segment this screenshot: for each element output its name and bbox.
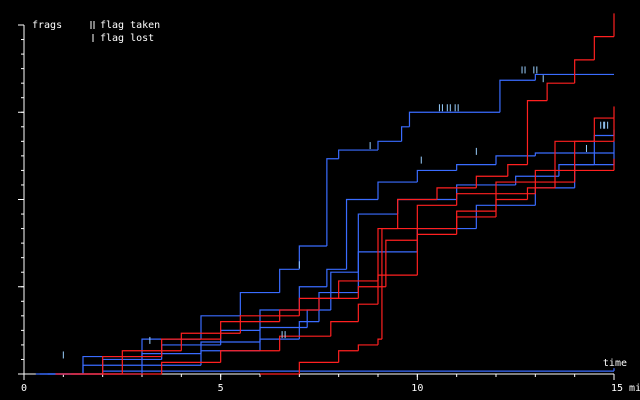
step-line <box>102 355 162 374</box>
step-line <box>200 350 260 366</box>
step-line <box>475 175 508 188</box>
step-line <box>259 338 300 351</box>
step-line <box>377 274 418 305</box>
step-line <box>357 303 378 322</box>
step-line <box>330 271 359 311</box>
x-tick-label: 10 <box>411 383 423 394</box>
step-line <box>381 227 418 340</box>
step-line <box>161 361 221 374</box>
step-line <box>499 79 536 113</box>
legend-label: flag taken <box>100 20 160 31</box>
step-line <box>416 233 457 276</box>
step-line <box>574 59 595 84</box>
step-line <box>593 36 614 60</box>
step-line <box>526 100 548 165</box>
step-line <box>456 184 516 200</box>
step-line <box>220 321 280 340</box>
step-line <box>377 181 418 200</box>
step-line <box>326 158 339 247</box>
step-line <box>326 268 347 287</box>
step-line <box>416 227 457 241</box>
step-line <box>318 297 359 311</box>
step-line <box>436 187 477 200</box>
step-line <box>574 169 614 183</box>
x-axis-label: time <box>603 358 627 369</box>
step-line <box>318 291 359 322</box>
step-line <box>416 204 457 229</box>
step-line <box>456 210 496 229</box>
step-line <box>456 164 496 171</box>
x-tick-label: 5 <box>218 383 224 394</box>
step-line <box>200 315 241 340</box>
step-line <box>161 338 221 357</box>
step-line <box>102 358 162 374</box>
step-line <box>534 152 575 156</box>
step-line <box>526 187 555 200</box>
step-line <box>495 198 528 217</box>
step-line <box>345 198 378 270</box>
step-line <box>357 286 386 299</box>
step-line <box>534 187 575 206</box>
step-line <box>534 169 575 183</box>
step-line <box>357 251 418 293</box>
step-line <box>495 193 536 212</box>
step-line <box>357 344 378 351</box>
step-line <box>200 341 260 354</box>
step-line <box>408 111 500 127</box>
step-line <box>495 181 536 194</box>
step-line <box>220 350 280 363</box>
step-line <box>397 198 437 229</box>
step-line <box>456 193 496 206</box>
step-line <box>495 155 536 165</box>
step-line <box>574 140 614 171</box>
step-line <box>475 204 536 229</box>
step-line <box>141 353 201 366</box>
step-line <box>377 140 402 151</box>
step-line <box>416 169 457 183</box>
step-line <box>377 227 398 281</box>
step-line <box>338 280 378 299</box>
step-line <box>377 338 382 345</box>
step-line <box>401 126 410 142</box>
x-tick-label: 15 min <box>611 383 640 394</box>
step-line <box>416 227 477 252</box>
step-line <box>298 361 339 374</box>
step-line <box>338 350 359 363</box>
step-line <box>338 149 378 159</box>
step-line <box>515 175 559 185</box>
y-axis-label: frags <box>32 20 62 31</box>
step-line <box>385 239 418 287</box>
step-line <box>507 164 528 177</box>
x-tick-label: 0 <box>21 383 27 394</box>
step-line <box>397 198 457 215</box>
step-line <box>279 335 331 351</box>
step-line <box>593 134 614 165</box>
step-line <box>546 82 575 101</box>
step-line <box>141 364 201 374</box>
step-line <box>82 364 142 374</box>
step-line <box>593 117 614 142</box>
step-line <box>161 344 221 360</box>
step-line <box>298 321 319 340</box>
step-line <box>239 291 280 316</box>
step-line <box>279 309 319 322</box>
legend-label: flag lost <box>100 33 154 44</box>
step-line <box>330 321 359 337</box>
step-line <box>574 164 614 188</box>
step-line <box>298 245 327 270</box>
step-line <box>259 326 308 343</box>
step-line <box>279 268 300 293</box>
step-line <box>534 181 575 194</box>
step-line <box>534 73 614 81</box>
